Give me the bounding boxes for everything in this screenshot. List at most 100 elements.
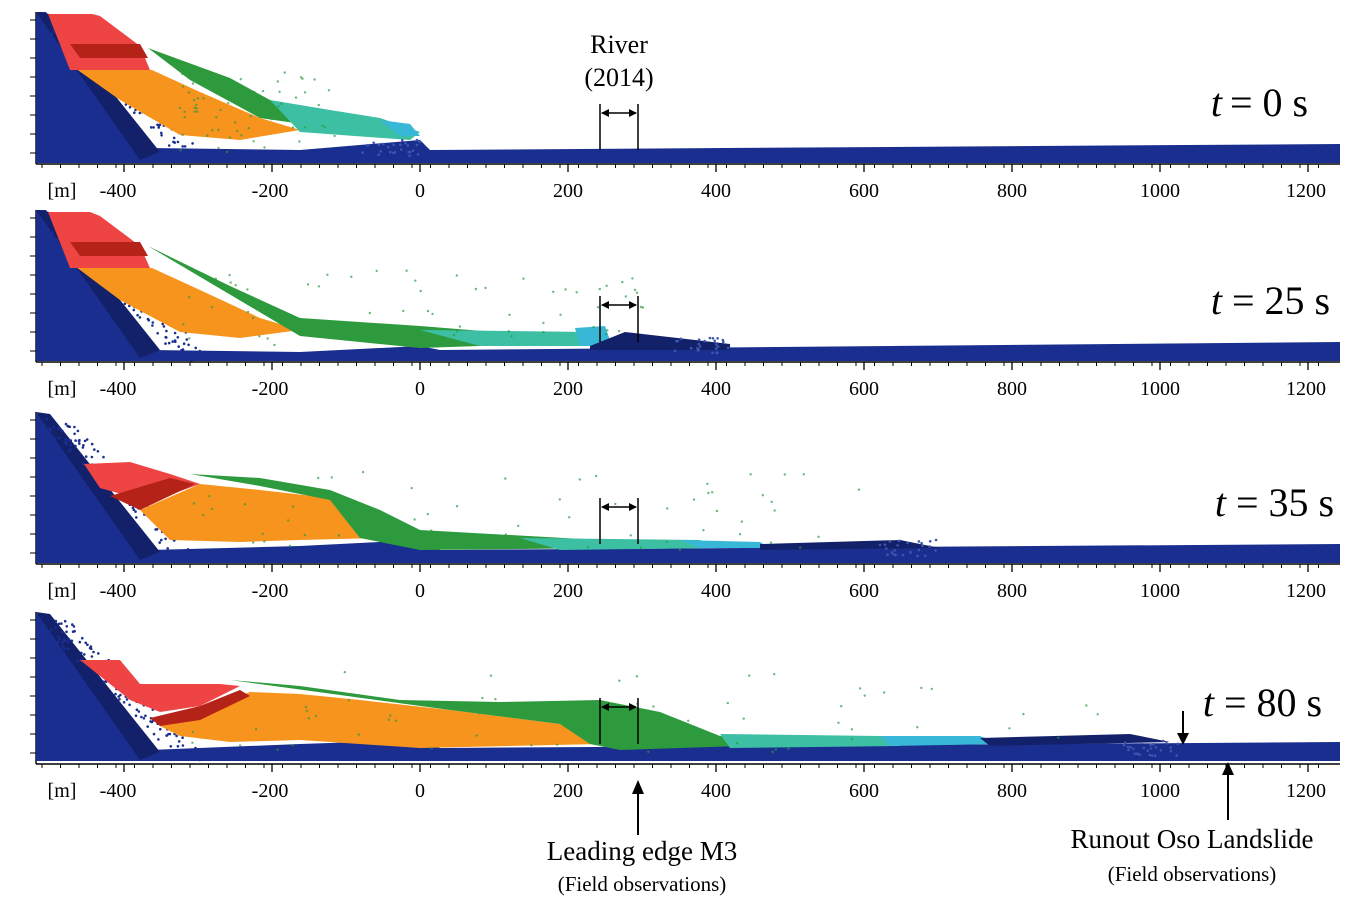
- x-axis-tick-label: -400: [100, 180, 137, 202]
- particle: [702, 529, 705, 532]
- base-terrain: [36, 210, 1340, 361]
- particle: [182, 152, 185, 155]
- particle: [63, 638, 66, 641]
- particle: [186, 548, 190, 551]
- dark-red-layer: [110, 478, 195, 510]
- particle: [72, 625, 76, 628]
- particle: [238, 744, 242, 747]
- particle: [504, 477, 507, 480]
- particle: [707, 491, 710, 495]
- particle: [49, 428, 53, 432]
- x-axis-tick-label: 1200: [1286, 580, 1326, 602]
- particle: [883, 543, 887, 546]
- x-axis-tick-label: -200: [252, 580, 289, 602]
- river-bracket-arrowhead: [601, 109, 609, 117]
- particle: [165, 329, 168, 333]
- particle: [624, 295, 627, 298]
- particle: [802, 473, 805, 476]
- particle: [678, 548, 681, 551]
- particle: [715, 509, 719, 513]
- particle: [605, 284, 608, 287]
- particle: [64, 422, 68, 426]
- time-label-value: = 35 s: [1236, 480, 1334, 525]
- particle: [711, 491, 714, 494]
- x-axis-tick-label: 0: [415, 580, 425, 602]
- particle: [211, 507, 214, 511]
- particle: [183, 115, 186, 119]
- particle: [289, 484, 292, 488]
- red-layer: [80, 660, 240, 712]
- particle: [114, 692, 117, 696]
- particle: [190, 154, 193, 158]
- particle: [366, 143, 370, 147]
- particle: [771, 750, 774, 754]
- particle: [243, 503, 247, 506]
- particle: [125, 698, 129, 701]
- particle: [799, 546, 802, 549]
- particle: [90, 655, 94, 658]
- particle: [191, 741, 194, 744]
- particle: [635, 291, 639, 294]
- particle: [542, 321, 545, 325]
- particle: [92, 650, 95, 654]
- particle: [164, 537, 167, 541]
- leading-edge-sub: (Field observations): [558, 872, 727, 896]
- particle: [489, 674, 493, 677]
- particle: [246, 288, 249, 291]
- particle: [263, 146, 266, 149]
- particle: [81, 446, 85, 449]
- particle: [128, 703, 131, 707]
- particle: [65, 442, 68, 446]
- particle: [740, 520, 743, 523]
- particle: [1161, 739, 1165, 743]
- particle: [78, 442, 81, 445]
- x-axis-tick-label: 800: [997, 378, 1027, 400]
- particle: [928, 545, 931, 548]
- particle: [604, 332, 608, 336]
- particle: [347, 698, 350, 702]
- x-axis-tick-label: 0: [415, 180, 425, 202]
- particle: [313, 78, 316, 81]
- particle: [850, 737, 853, 741]
- particle: [181, 72, 184, 76]
- particle: [134, 714, 138, 717]
- particle: [181, 744, 185, 747]
- particle: [217, 146, 220, 150]
- particle: [404, 142, 407, 145]
- particle: [350, 275, 353, 278]
- particle: [1169, 746, 1172, 749]
- river-bracket-arrowhead: [629, 503, 637, 511]
- time-label-t: t: [1203, 680, 1215, 725]
- particle: [245, 88, 249, 92]
- particle: [920, 541, 923, 545]
- particle: [252, 541, 255, 544]
- particle: [117, 695, 120, 698]
- teal-layer: [520, 538, 720, 550]
- particle: [85, 438, 89, 441]
- particle: [183, 145, 187, 148]
- particle: [697, 342, 701, 346]
- particle: [415, 138, 419, 142]
- particle: [1136, 752, 1139, 755]
- particle: [236, 130, 239, 133]
- particle: [61, 640, 65, 644]
- particle: [181, 85, 185, 88]
- particle: [84, 455, 88, 458]
- particle: [715, 343, 718, 346]
- particle: [187, 343, 190, 347]
- particle: [475, 734, 478, 737]
- particle: [474, 287, 478, 291]
- particle: [306, 283, 310, 286]
- particle: [592, 325, 595, 329]
- runout-down-arrowhead: [1177, 733, 1189, 745]
- particle: [924, 554, 927, 558]
- particle: [89, 647, 93, 651]
- x-axis-tick-label: 1200: [1286, 180, 1326, 202]
- x-axis-tick-label: 1000: [1140, 580, 1180, 602]
- particle: [477, 712, 481, 715]
- time-label-t: t: [1211, 80, 1223, 125]
- particle: [377, 153, 381, 157]
- x-axis-tick-label: 200: [553, 378, 583, 400]
- particle: [696, 346, 699, 350]
